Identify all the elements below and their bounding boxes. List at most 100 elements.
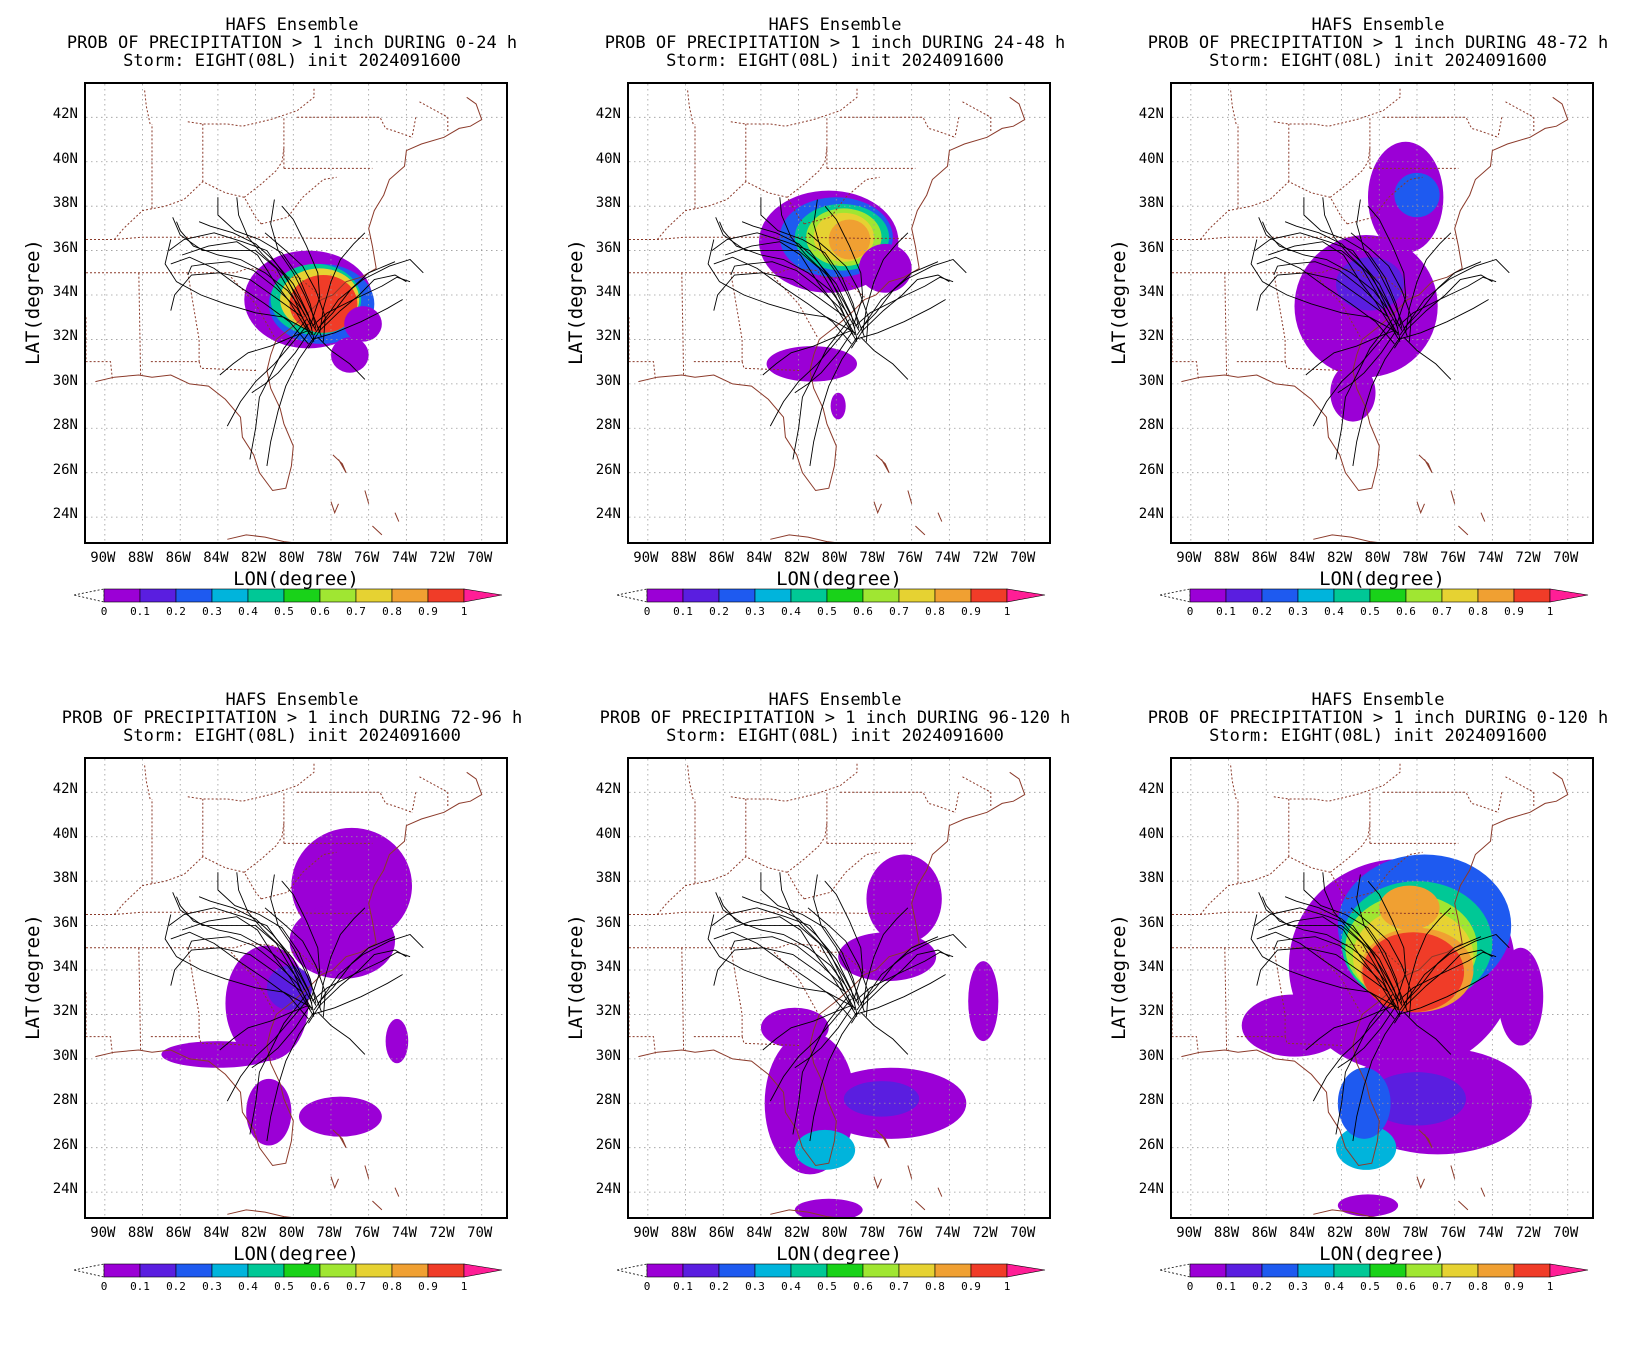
colorbar-label: 0.5: [274, 1280, 294, 1293]
colorbar-label: 0.3: [1288, 1280, 1308, 1293]
precip-probability-field: [1294, 141, 1444, 422]
lon-tick-label: 86W: [165, 550, 191, 566]
precip-area: [866, 854, 942, 944]
lat-tick-label: 30N: [595, 372, 621, 389]
colorbar-label: 0: [643, 1280, 651, 1293]
lon-tick-label: 90W: [90, 550, 116, 566]
lon-tick-label: 78W: [1402, 1225, 1428, 1241]
state-border: [1229, 88, 1237, 125]
lon-tick-label: 72W: [429, 550, 455, 566]
state-border: [686, 763, 694, 800]
lon-tick-label: 84W: [203, 1225, 229, 1241]
map-svg: [629, 84, 1049, 542]
lat-tick-label: 36N: [52, 914, 78, 931]
colorbar-segment: [790, 1263, 828, 1278]
lat-tick-label: 32N: [595, 328, 621, 345]
colorbar-label: 0.6: [1396, 605, 1416, 618]
colorbar-over-arrow: [463, 1263, 503, 1278]
lon-tick-label: 84W: [1289, 550, 1315, 566]
map-plot-area: [84, 757, 508, 1219]
state-border: [656, 856, 805, 915]
map-svg: [629, 759, 1049, 1217]
state-border: [86, 992, 113, 1055]
lon-tick-label: 80W: [1364, 550, 1390, 566]
ensemble-track: [164, 239, 313, 334]
lon-tick-label: 70W: [467, 1225, 493, 1241]
state-border: [1199, 856, 1348, 915]
ensemble-tracks: [1250, 197, 1510, 467]
lat-tick-label: 38N: [1138, 195, 1164, 212]
island-coast: [915, 525, 926, 536]
ensemble-track: [1403, 336, 1452, 380]
ensemble-track: [715, 217, 854, 336]
state-border: [1236, 272, 1286, 363]
island-coast: [907, 1165, 913, 1179]
ensemble-track: [219, 1005, 309, 1051]
state-border: [962, 776, 992, 808]
colorbar-segment: [1405, 588, 1443, 603]
ensemble-track: [1256, 256, 1395, 345]
island-coast: [915, 1200, 926, 1211]
lon-tick-label: 76W: [354, 550, 380, 566]
panel-48-72h: HAFS Ensemble PROB OF PRECIPITATION > 1 i…: [1108, 10, 1634, 670]
ensemble-track: [713, 272, 846, 318]
colorbar-label: 0.8: [1468, 1280, 1488, 1293]
lon-tick-label: 70W: [1010, 1225, 1036, 1241]
colorbar-segment: [970, 1263, 1008, 1278]
precip-area: [843, 1081, 920, 1117]
lon-tick-label: 70W: [1553, 1225, 1579, 1241]
ensemble-track: [270, 199, 323, 338]
ensemble-track: [311, 974, 403, 1015]
colorbar-segment: [718, 1263, 756, 1278]
ensemble-tracks: [164, 872, 424, 1142]
colorbar-segment: [1441, 588, 1479, 603]
colorbar-segment: [211, 1263, 249, 1278]
ensemble-track: [854, 974, 946, 1015]
island-coast: [1313, 1209, 1378, 1217]
lat-tick-label: 38N: [52, 870, 78, 887]
colorbar-label: 0.1: [130, 1280, 150, 1293]
precip-area: [1335, 1125, 1397, 1170]
state-border: [840, 116, 956, 138]
ensemble-track: [1399, 258, 1510, 336]
colorbar-segment: [427, 1263, 465, 1278]
panel-72-96h: HAFS Ensemble PROB OF PRECIPITATION > 1 i…: [22, 685, 562, 1345]
lat-tick-label: 38N: [595, 195, 621, 212]
island-coast: [1458, 525, 1469, 536]
colorbar-under-arrow: [1160, 1263, 1191, 1278]
colorbar-under-arrow: [1160, 588, 1191, 603]
ensemble-track: [851, 949, 950, 1024]
precip-probability-field: [1241, 854, 1544, 1217]
panel-title-line3: Storm: EIGHT(08L) init 2024091600: [123, 51, 461, 71]
y-axis-title: LAT(degree): [1108, 239, 1130, 365]
lat-tick-label: 32N: [52, 328, 78, 345]
state-border: [693, 272, 743, 363]
colorbar-label: 0.2: [1252, 1280, 1272, 1293]
panel-title-line2: PROB OF PRECIPITATION > 1 inch DURING 24…: [604, 33, 1066, 53]
panel-title-line1: HAFS Ensemble: [1311, 690, 1445, 710]
colorbar-label: 1: [1546, 605, 1554, 618]
panel-title-line1: HAFS Ensemble: [225, 690, 359, 710]
ensemble-track: [719, 221, 856, 329]
ensemble-track: [281, 205, 321, 327]
ensemble-track: [266, 336, 315, 467]
ensemble-track: [1312, 323, 1395, 427]
state-border: [187, 763, 315, 802]
lat-tick-label: 36N: [1138, 914, 1164, 931]
colorbar-segment: [718, 588, 756, 603]
ensemble-track: [1335, 319, 1393, 460]
panel-0-24h: HAFS Ensemble PROB OF PRECIPITATION > 1 i…: [22, 10, 562, 670]
ensemble-track: [172, 217, 311, 336]
ensemble-track: [1305, 330, 1395, 376]
precip-area: [1498, 947, 1544, 1046]
ensemble-track: [741, 896, 858, 1015]
state-border: [681, 947, 685, 1051]
lat-tick-label: 30N: [595, 1047, 621, 1064]
lon-tick-label: 82W: [783, 1225, 810, 1241]
colorbar-label: 0.3: [745, 605, 765, 618]
ensemble-track: [1403, 1011, 1452, 1055]
ensemble-track: [170, 931, 309, 1020]
ensemble-track: [170, 256, 309, 345]
island-coast: [394, 1187, 400, 1197]
colorbar-label: 0: [100, 605, 108, 618]
